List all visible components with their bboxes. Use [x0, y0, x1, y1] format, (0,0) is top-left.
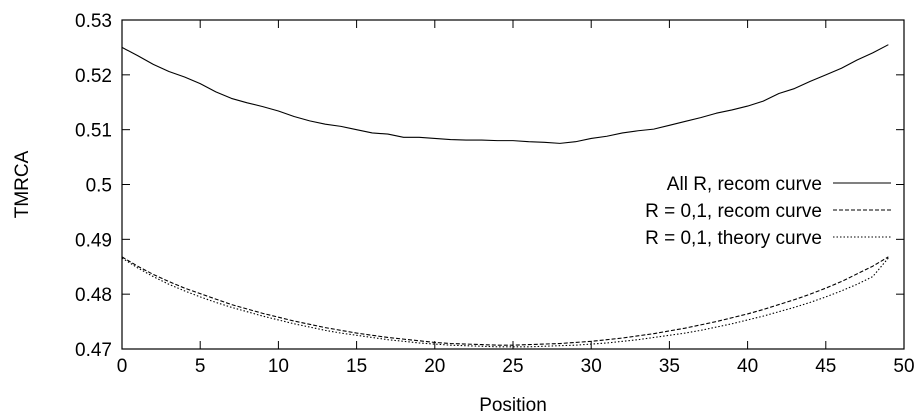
- y-tick-label: 0.49: [75, 230, 112, 251]
- series-line-2: [121, 256, 889, 346]
- x-axis-label: Position: [479, 395, 547, 416]
- legend: All R, recom curve R = 0,1, recom curve R …: [645, 174, 891, 249]
- series-line-3: [121, 257, 889, 348]
- y-axis-label: TMRCA: [12, 150, 33, 218]
- x-tick-label: 25: [502, 356, 523, 377]
- x-tick-label: 35: [659, 356, 680, 377]
- y-tick-label: 0.48: [75, 285, 112, 306]
- x-tick-label: 0: [117, 356, 128, 377]
- x-tick-label: 5: [195, 356, 206, 377]
- legend-label-2: R = 0,1, recom curve: [645, 201, 822, 222]
- y-tick-label: 0.51: [75, 121, 112, 142]
- y-tick-label: 0.52: [75, 66, 112, 87]
- y-tick-label: 0.47: [75, 340, 112, 361]
- x-tick-label: 15: [346, 356, 367, 377]
- series-line-1: [121, 44, 889, 144]
- y-tick-label: 0.53: [75, 11, 112, 32]
- plot-frame: [121, 19, 905, 350]
- x-tick-label: 40: [737, 356, 758, 377]
- legend-label-3: R = 0,1, theory curve: [645, 228, 822, 249]
- x-tick-label: 50: [893, 356, 914, 377]
- x-tick-label: 30: [581, 356, 602, 377]
- series-layer: [121, 44, 889, 348]
- ticks-layer: 0 5 10 15 20 25 30 35 40 45 50 0.47 0.48 0.49 0.5 0.51 0…: [75, 11, 915, 377]
- y-tick-label: 0.5: [86, 176, 112, 197]
- x-tick-label: 20: [424, 356, 445, 377]
- legend-label-1: All R, recom curve: [667, 174, 822, 195]
- x-tick-label: 10: [268, 356, 289, 377]
- x-tick-label: 45: [815, 356, 836, 377]
